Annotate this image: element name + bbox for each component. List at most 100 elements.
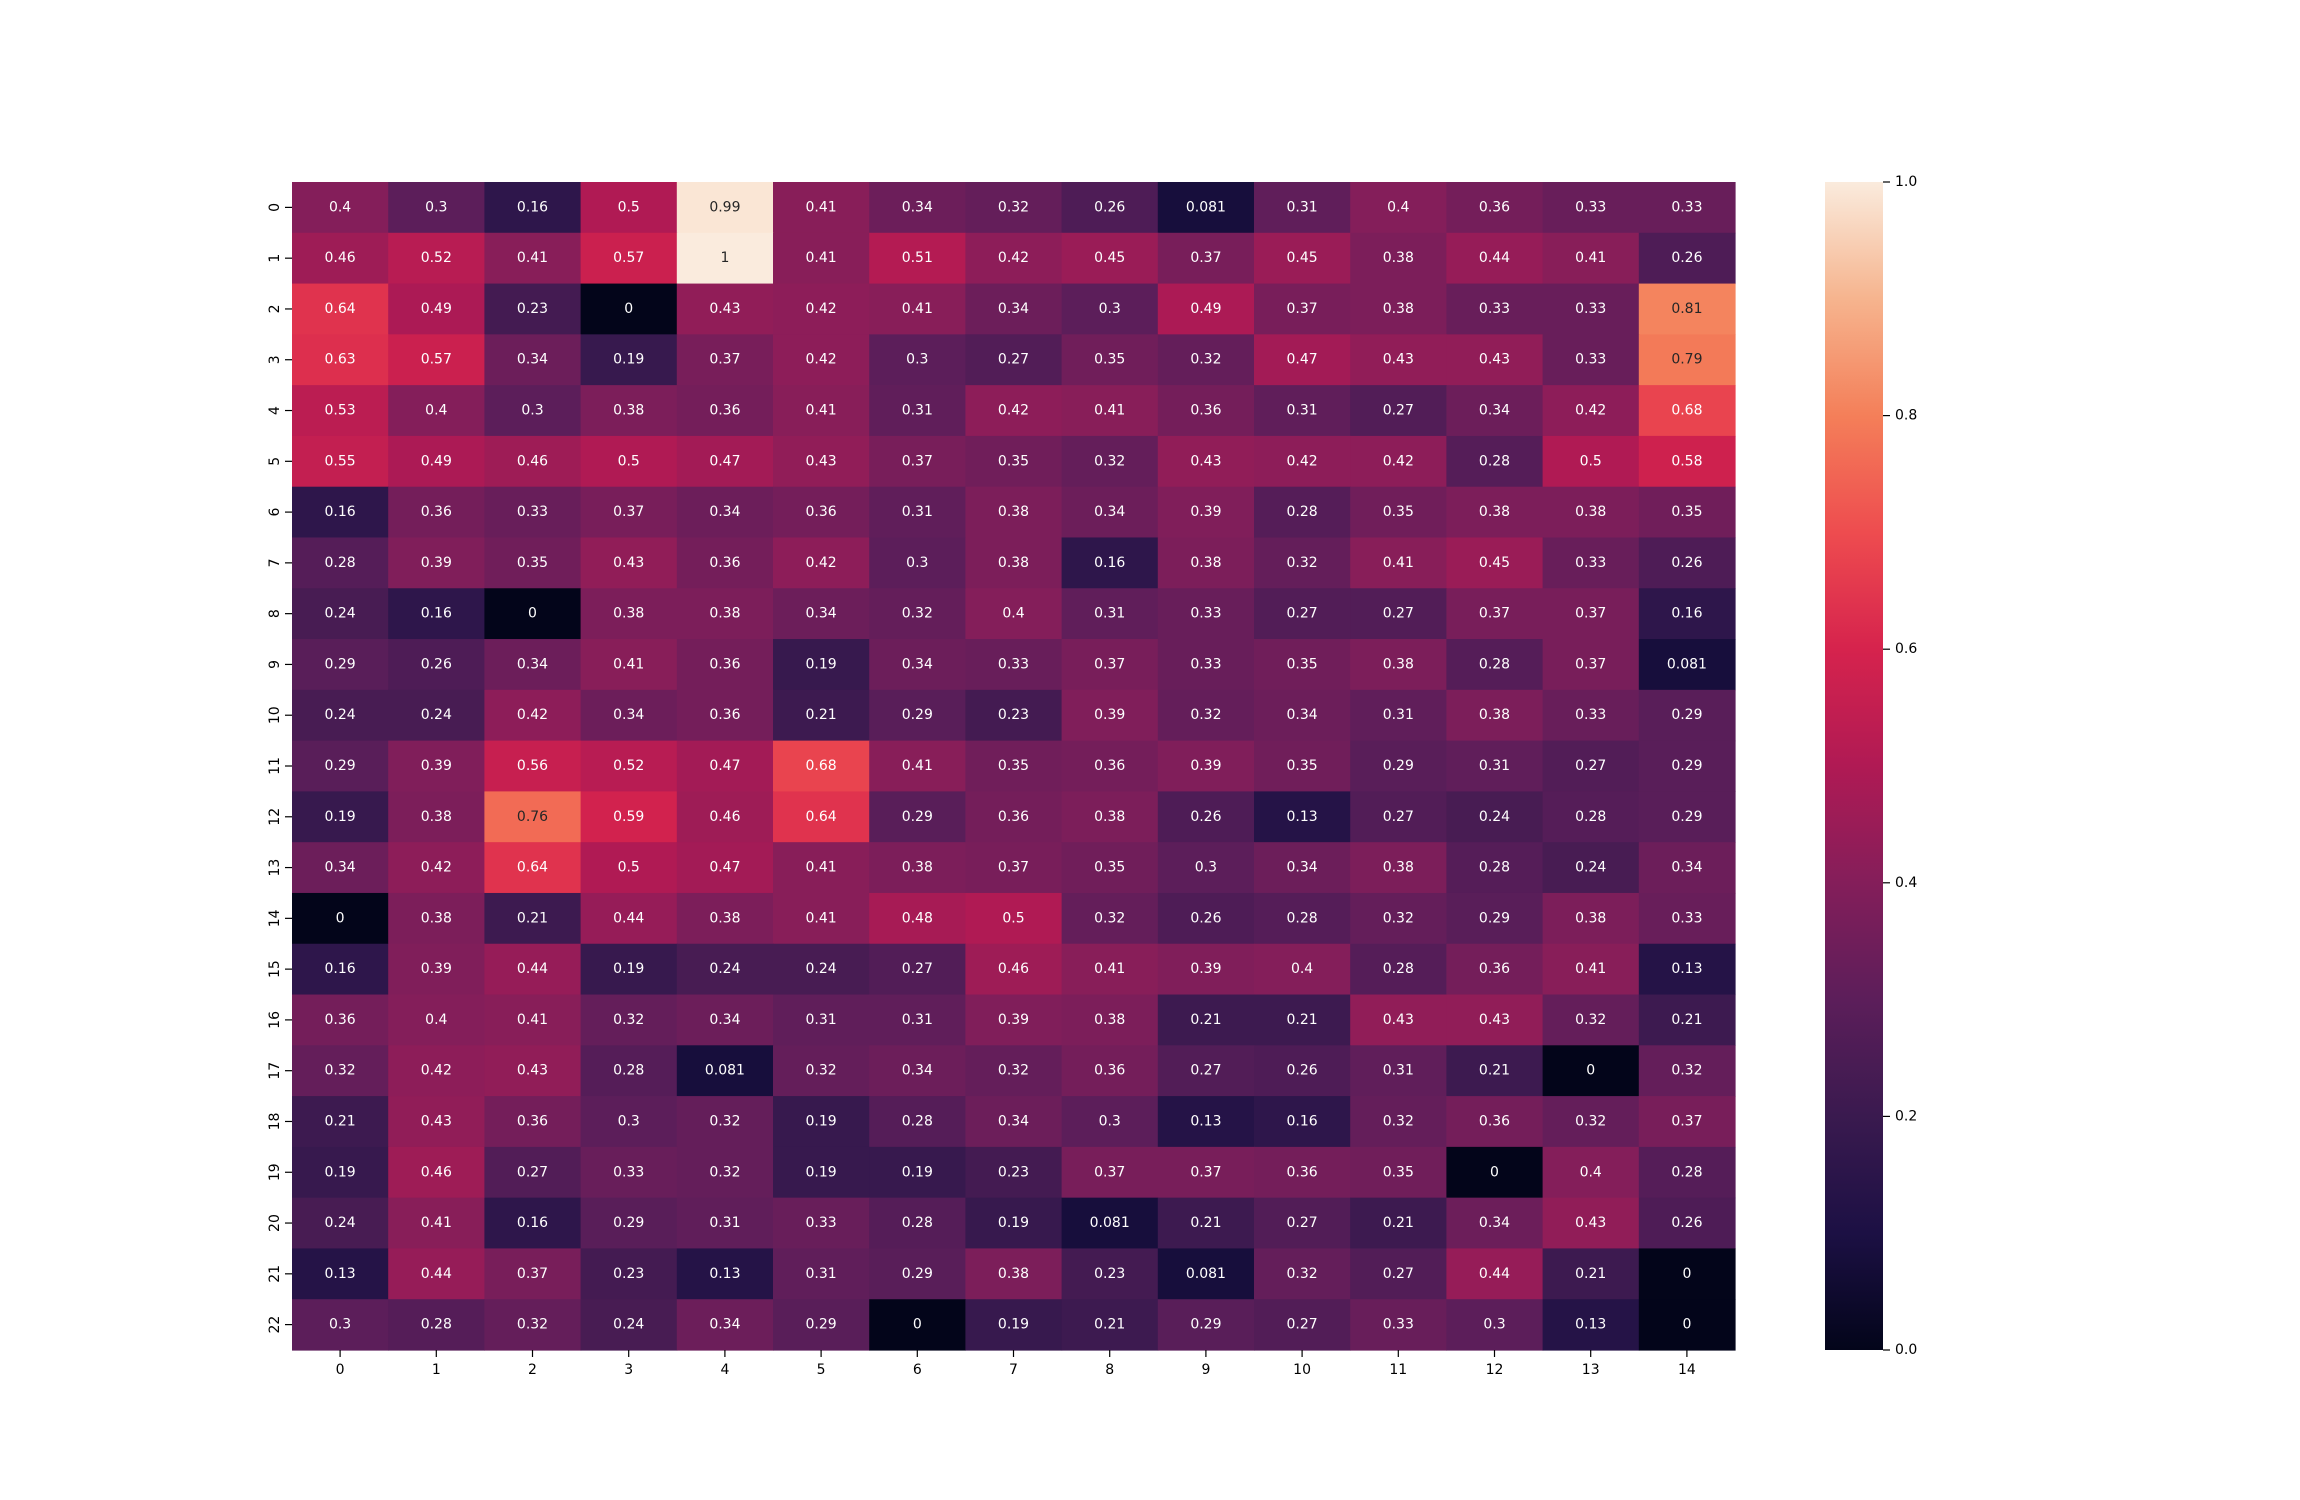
cell-value-label-9-4: 0.36: [709, 656, 740, 672]
cell-value-label-16-1: 0.4: [425, 1012, 447, 1028]
heatmap-cell-16-7: [965, 994, 1063, 1046]
cell-value-label-9-6: 0.34: [902, 656, 933, 672]
heatmap-cell-11-11: [1350, 740, 1447, 792]
heatmap-cell-8-4: [676, 588, 774, 640]
heatmap-cell-1-10: [1254, 232, 1351, 285]
heatmap-cell-22-7: [965, 1299, 1063, 1351]
heatmap-cell-11-8: [1061, 740, 1159, 792]
heatmap-cell-18-8: [1061, 1096, 1159, 1148]
cell-value-label-22-2: 0.32: [517, 1317, 548, 1333]
heatmap-cell-20-8: [1061, 1197, 1159, 1250]
cell-value-label-21-9: 0.081: [1186, 1266, 1226, 1282]
heatmap-cell-3-0: [292, 334, 389, 386]
heatmap-cell-0-3: [580, 182, 678, 234]
heatmap-cell-22-2: [484, 1299, 582, 1351]
y-tick-label-6: 6: [267, 508, 283, 517]
heatmap-cell-4-9: [1157, 385, 1255, 437]
cell-value-label-0-6: 0.34: [902, 199, 933, 215]
colorbar-tick-label-3: 0.6: [1895, 641, 1917, 657]
heatmap-cell-20-10: [1254, 1197, 1351, 1250]
heatmap-cell-17-14: [1638, 1045, 1736, 1097]
cell-value-label-3-9: 0.32: [1190, 352, 1221, 368]
cell-value-label-7-8: 0.16: [1094, 555, 1125, 571]
heatmap-cell-10-0: [292, 689, 389, 742]
heatmap-cell-5-11: [1350, 435, 1447, 488]
heatmap-cell-3-8: [1061, 334, 1159, 386]
heatmap-cell-18-13: [1542, 1096, 1640, 1148]
cell-value-label-18-7: 0.34: [998, 1113, 1029, 1129]
heatmap-cell-17-8: [1061, 1045, 1159, 1097]
cell-value-label-13-12: 0.28: [1479, 860, 1510, 876]
cell-value-label-16-2: 0.41: [517, 1012, 548, 1028]
heatmap-cell-9-0: [292, 639, 389, 691]
cell-value-label-14-13: 0.38: [1575, 910, 1606, 926]
heatmap-cell-7-7: [965, 537, 1063, 589]
cell-value-label-17-6: 0.34: [902, 1063, 933, 1079]
cell-value-label-15-11: 0.28: [1383, 961, 1414, 977]
heatmap-cell-1-6: [869, 232, 966, 285]
heatmap-cell-18-6: [869, 1096, 966, 1148]
cell-value-label-7-9: 0.38: [1190, 555, 1221, 571]
heatmap-cell-10-4: [676, 689, 774, 742]
cell-value-label-2-1: 0.49: [421, 301, 452, 317]
cell-value-label-16-14: 0.21: [1671, 1012, 1702, 1028]
heatmap-cell-15-1: [388, 943, 485, 996]
cell-value-label-2-13: 0.33: [1575, 301, 1606, 317]
cell-value-label-6-4: 0.34: [709, 504, 740, 520]
cell-value-label-5-2: 0.46: [517, 453, 548, 469]
cell-value-label-8-0: 0.24: [325, 606, 356, 622]
heatmap-cell-5-5: [773, 435, 870, 488]
heatmap-cell-10-12: [1446, 689, 1544, 742]
heatmap-cell-6-1: [388, 486, 485, 539]
heatmap-cell-10-6: [869, 689, 966, 742]
cell-value-label-4-10: 0.31: [1287, 403, 1318, 419]
cell-value-label-7-7: 0.38: [998, 555, 1029, 571]
cell-value-label-16-3: 0.32: [613, 1012, 644, 1028]
heatmap-cell-17-5: [773, 1045, 870, 1097]
heatmap-cell-14-7: [965, 892, 1063, 945]
cell-value-label-14-11: 0.32: [1383, 910, 1414, 926]
heatmap-cell-10-7: [965, 689, 1063, 742]
cell-value-label-21-8: 0.23: [1094, 1266, 1125, 1282]
heatmap-cell-7-14: [1638, 537, 1736, 589]
cell-value-label-4-9: 0.36: [1190, 403, 1221, 419]
cell-value-label-0-13: 0.33: [1575, 199, 1606, 215]
heatmap-cell-18-7: [965, 1096, 1063, 1148]
cell-value-label-6-3: 0.37: [613, 504, 644, 520]
heatmap-cell-22-10: [1254, 1299, 1351, 1351]
x-tick-label-11: 11: [1389, 1362, 1407, 1378]
heatmap-cell-19-10: [1254, 1146, 1351, 1199]
heatmap-cell-1-13: [1542, 232, 1640, 285]
heatmap-cell-4-11: [1350, 385, 1447, 437]
colorbar-tick-label-1: 0.2: [1895, 1108, 1917, 1124]
heatmap-cells: [292, 182, 1736, 1351]
cell-value-label-20-3: 0.29: [613, 1215, 644, 1231]
heatmap-cell-10-1: [388, 689, 485, 742]
cell-value-label-9-2: 0.34: [517, 656, 548, 672]
heatmap-cell-6-7: [965, 486, 1063, 539]
heatmap-cell-9-6: [869, 639, 966, 691]
cell-value-label-12-1: 0.38: [421, 809, 452, 825]
heatmap-cell-4-4: [676, 385, 774, 437]
cell-value-label-22-6: 0: [913, 1317, 922, 1333]
cell-value-label-4-2: 0.3: [521, 403, 543, 419]
heatmap-cell-6-0: [292, 486, 389, 539]
cell-value-label-1-3: 0.57: [613, 250, 644, 266]
cell-value-label-17-10: 0.26: [1287, 1063, 1318, 1079]
heatmap-cell-22-12: [1446, 1299, 1544, 1351]
cell-value-label-7-0: 0.28: [325, 555, 356, 571]
cell-value-label-22-4: 0.34: [709, 1317, 740, 1333]
cell-value-label-7-11: 0.41: [1383, 555, 1414, 571]
heatmap-cell-22-5: [773, 1299, 870, 1351]
cell-value-label-10-2: 0.42: [517, 707, 548, 723]
heatmap-cell-2-3: [580, 283, 678, 335]
cell-value-label-7-4: 0.36: [709, 555, 740, 571]
cell-value-label-4-5: 0.41: [806, 403, 837, 419]
heatmap-cell-19-9: [1157, 1146, 1255, 1199]
heatmap-cell-5-1: [388, 435, 485, 488]
heatmap-cell-12-13: [1542, 791, 1640, 843]
heatmap-cell-15-9: [1157, 943, 1255, 996]
cell-value-label-15-3: 0.19: [613, 961, 644, 977]
cell-value-label-3-3: 0.19: [613, 352, 644, 368]
heatmap-cell-12-11: [1350, 791, 1447, 843]
